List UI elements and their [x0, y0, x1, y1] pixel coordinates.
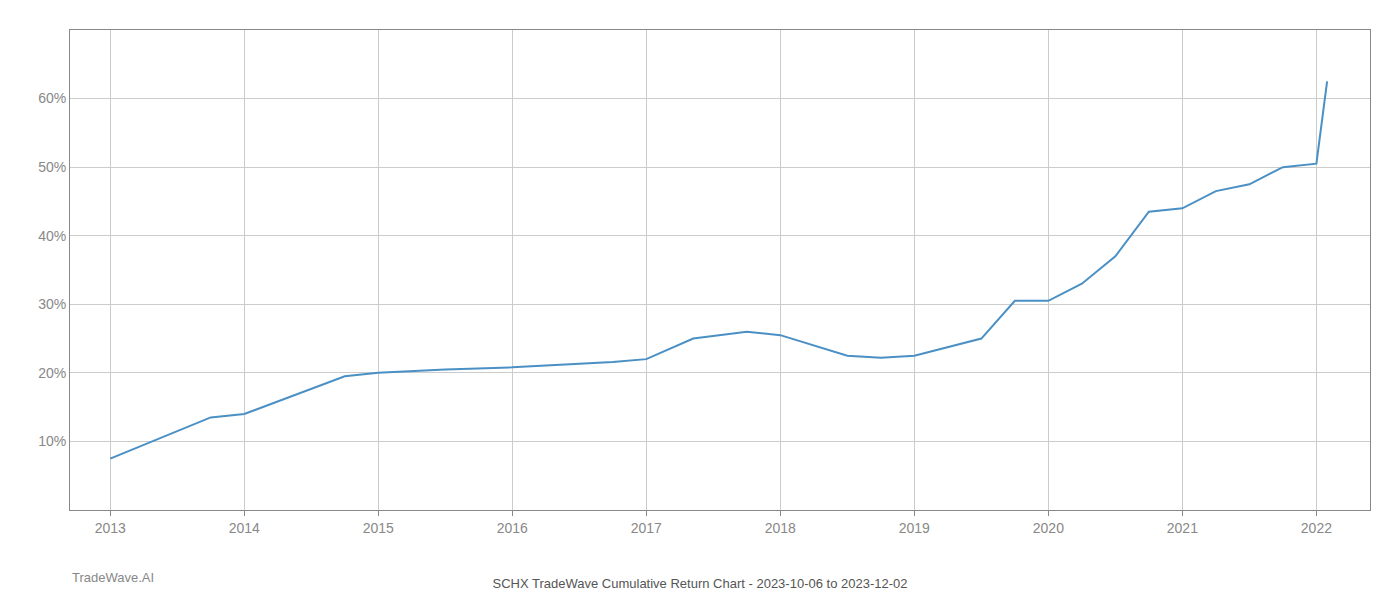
- svg-text:2017: 2017: [631, 520, 662, 536]
- svg-text:2014: 2014: [229, 520, 260, 536]
- svg-text:2018: 2018: [765, 520, 796, 536]
- svg-text:2022: 2022: [1301, 520, 1332, 536]
- svg-text:2020: 2020: [1033, 520, 1064, 536]
- svg-text:2016: 2016: [497, 520, 528, 536]
- svg-text:2013: 2013: [95, 520, 126, 536]
- svg-text:10%: 10%: [38, 433, 66, 449]
- svg-text:TradeWave.AI: TradeWave.AI: [72, 570, 154, 585]
- svg-text:50%: 50%: [38, 159, 66, 175]
- svg-text:20%: 20%: [38, 365, 66, 381]
- svg-text:60%: 60%: [38, 90, 66, 106]
- svg-text:40%: 40%: [38, 228, 66, 244]
- svg-text:SCHX TradeWave Cumulative Retu: SCHX TradeWave Cumulative Return Chart -…: [492, 576, 907, 591]
- svg-text:30%: 30%: [38, 296, 66, 312]
- svg-text:2015: 2015: [363, 520, 394, 536]
- svg-text:2019: 2019: [899, 520, 930, 536]
- svg-text:2021: 2021: [1167, 520, 1198, 536]
